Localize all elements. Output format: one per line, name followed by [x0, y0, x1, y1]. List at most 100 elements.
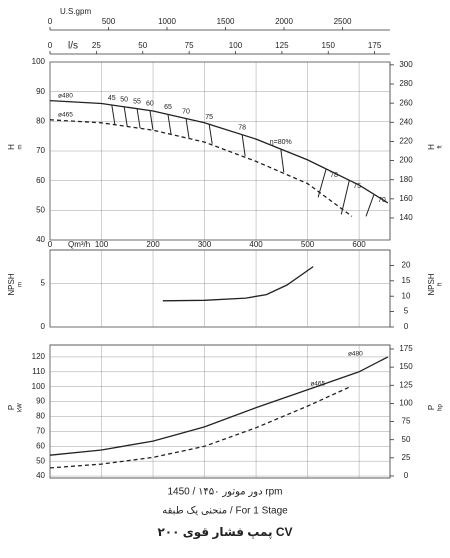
y2-tick-label: 180 — [399, 175, 413, 184]
efficiency-label: 45 — [108, 95, 116, 102]
efficiency-mark — [111, 104, 116, 125]
top-axis-tick-label: 125 — [275, 41, 289, 50]
efficiency-mark — [280, 149, 285, 173]
efficiency-mark — [136, 108, 141, 129]
y2-tick-label: 175 — [399, 344, 413, 353]
x-tick-label: 600 — [352, 240, 366, 249]
efficiency-label: 65 — [164, 104, 172, 111]
efficiency-label: 78 — [238, 125, 246, 132]
x-tick-label: 200 — [146, 240, 160, 249]
plot-frame — [49, 344, 391, 479]
y-axis-unit: kW — [18, 403, 24, 412]
y2-tick-label: 20 — [402, 261, 411, 270]
y-axis-label: NPSH — [7, 273, 16, 295]
y2-axis-unit: hp — [438, 404, 444, 411]
x-tick-label: 300 — [198, 240, 212, 249]
y2-tick-label: 75 — [402, 417, 411, 426]
y-axis-label: H — [7, 144, 16, 150]
curve — [49, 99, 389, 204]
y2-tick-label: 100 — [399, 399, 413, 408]
y2-tick-label: 160 — [399, 194, 413, 203]
top-axis-tick-label: 1500 — [217, 17, 235, 26]
top-axis-tick-label: 0 — [48, 41, 53, 50]
x-axis-label: Qm³/h — [68, 240, 90, 249]
y-tick-label: 90 — [36, 87, 45, 96]
top-axis-tick-label: 75 — [185, 41, 194, 50]
efficiency-mark — [317, 168, 327, 198]
y2-tick-label: 5 — [404, 307, 409, 316]
y-tick-label: 110 — [32, 367, 45, 376]
efficiency-mark — [340, 180, 350, 215]
y2-axis-label: NPSH — [427, 273, 436, 295]
top-axis-tick-label: 0 — [48, 17, 53, 26]
y-axis-label: P — [7, 405, 16, 410]
top-axis-tick-label: 50 — [138, 41, 147, 50]
top-axis-tick-label: 500 — [102, 17, 116, 26]
y-tick-label: 40 — [36, 235, 45, 244]
top-axis-tick-label: 1000 — [158, 17, 176, 26]
efficiency-mark — [149, 110, 154, 130]
y-tick-label: 100 — [32, 57, 46, 66]
curve-label: ø465 — [58, 112, 73, 119]
efficiency-label: 50 — [120, 97, 128, 104]
y2-tick-label: 125 — [399, 380, 413, 389]
y-tick-label: 5 — [41, 278, 46, 287]
curve-label: ø465 — [310, 380, 325, 387]
y2-tick-label: 50 — [402, 435, 411, 444]
efficiency-label: 75 — [205, 114, 213, 121]
y-tick-label: 50 — [36, 456, 45, 465]
y-tick-label: 60 — [36, 176, 45, 185]
curve — [162, 266, 314, 302]
y-tick-label: 50 — [36, 205, 45, 214]
top-axis-label: l/s — [68, 41, 78, 52]
y2-tick-label: 200 — [399, 156, 413, 165]
y2-tick-label: 0 — [404, 322, 409, 331]
y2-axis-unit: ft — [438, 145, 444, 149]
efficiency-mark — [167, 114, 172, 134]
x-tick-label: 400 — [249, 240, 263, 249]
caption: منحنی یک طبقه / For 1 Stage — [162, 506, 288, 517]
y-tick-label: 100 — [32, 382, 46, 391]
x-tick-label: 100 — [95, 240, 109, 249]
caption-title: پمپ فشار قوی ۲۰۰ CV — [157, 525, 292, 540]
efficiency-label: 55 — [133, 98, 141, 105]
y-tick-label: 80 — [36, 412, 45, 421]
efficiency-label: 70 — [378, 197, 386, 204]
y-axis-unit: m — [18, 145, 24, 150]
plot-frame — [49, 249, 391, 328]
efficiency-label: 70 — [182, 108, 190, 115]
curve — [49, 119, 353, 217]
top-axis-tick-label: 25 — [92, 41, 101, 50]
curve-label: ø480 — [58, 92, 73, 99]
curve-label: ø480 — [348, 351, 363, 358]
y-axis-unit: m — [18, 282, 24, 287]
y-tick-label: 120 — [32, 352, 46, 361]
efficiency-mark — [185, 118, 190, 138]
x-tick-label: 0 — [48, 240, 53, 249]
y2-tick-label: 15 — [402, 276, 411, 285]
curve — [49, 356, 389, 456]
y2-tick-label: 150 — [399, 362, 413, 371]
y2-tick-label: 140 — [399, 213, 413, 222]
x-tick-label: 500 — [301, 240, 315, 249]
y2-tick-label: 10 — [402, 291, 411, 300]
efficiency-mark — [208, 124, 213, 144]
efficiency-label: 78 — [330, 172, 338, 179]
y2-tick-label: 280 — [399, 79, 413, 88]
efficiency-label: 60 — [146, 100, 154, 107]
top-axis-tick-label: 150 — [322, 41, 336, 50]
y2-tick-label: 0 — [404, 471, 409, 480]
y-tick-label: 80 — [36, 116, 45, 125]
efficiency-mark — [241, 134, 246, 157]
y2-axis-label: P — [427, 405, 436, 410]
y2-tick-label: 220 — [399, 137, 413, 146]
y-tick-label: 0 — [41, 322, 46, 331]
top-axis-tick-label: 175 — [368, 41, 382, 50]
top-axis-tick-label: 100 — [229, 41, 243, 50]
top-axis-label: U.S.gpm — [60, 7, 91, 16]
y2-tick-label: 25 — [402, 453, 411, 462]
y-tick-label: 90 — [36, 397, 45, 406]
efficiency-label: η=80% — [270, 139, 292, 146]
y-tick-label: 70 — [36, 426, 45, 435]
